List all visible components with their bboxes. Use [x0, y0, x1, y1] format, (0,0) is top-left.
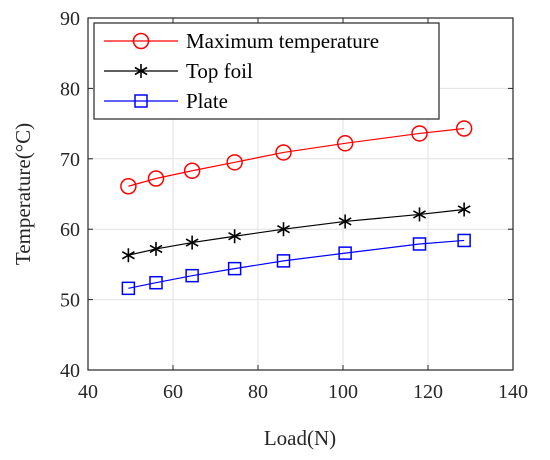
data-point: [228, 229, 242, 244]
data-point: [149, 275, 163, 290]
y-tick-label: 50: [60, 290, 80, 312]
data-point: [185, 235, 199, 250]
y-tick-label: 70: [60, 149, 80, 171]
legend-label: Plate: [186, 89, 228, 113]
series-layer: [120, 120, 473, 296]
data-point: [226, 154, 243, 171]
legend-marker: [132, 32, 150, 50]
y-tick-label: 80: [60, 78, 80, 100]
series-2: [121, 233, 471, 296]
data-point: [183, 162, 201, 180]
legend-label: Maximum temperature: [186, 29, 379, 53]
data-point: [457, 233, 471, 248]
legend-marker: [134, 64, 148, 78]
legend-item: Plate: [104, 89, 228, 113]
series-0: [120, 120, 473, 195]
data-point: [338, 214, 352, 229]
y-tick-label: 90: [60, 8, 80, 30]
data-point: [149, 241, 163, 256]
data-point: [120, 178, 137, 195]
data-point: [275, 144, 292, 161]
legend-marker: [134, 94, 148, 108]
legend-label: Top foil: [186, 59, 253, 83]
x-tick-label: 40: [78, 381, 98, 403]
x-tick-label: 60: [163, 381, 183, 403]
legend: Maximum temperature Top foil Plate: [93, 22, 440, 120]
x-axis-label: Load(N): [264, 426, 336, 450]
data-point: [455, 120, 473, 137]
data-point: [412, 237, 427, 251]
data-point: [185, 268, 199, 283]
x-tick-label: 120: [413, 381, 443, 403]
legend-item: Maximum temperature: [104, 29, 379, 53]
data-point: [338, 246, 352, 260]
y-tick-label: 40: [60, 360, 80, 382]
legend-item: Top foil: [104, 59, 253, 83]
x-tick-label: 100: [328, 381, 358, 403]
x-tick-label: 80: [248, 381, 268, 403]
data-point: [457, 202, 471, 217]
series-line: [128, 208, 465, 256]
data-point: [277, 222, 290, 237]
data-point: [121, 248, 135, 263]
x-tick-label: 140: [498, 381, 528, 403]
y-tick-label: 60: [60, 219, 80, 241]
data-point: [227, 261, 242, 276]
data-point: [147, 170, 165, 187]
plot-frame: [87, 17, 514, 371]
data-point: [413, 207, 426, 222]
ticks: 40 60 80 100 120 140 40 50 60 70 80 90: [60, 8, 528, 403]
series-line: [128, 127, 465, 187]
data-point: [411, 125, 428, 142]
data-point: [121, 281, 136, 296]
series-1: [121, 202, 471, 263]
y-axis-label: Temperature(°C): [11, 123, 35, 265]
data-point: [276, 254, 291, 268]
data-point: [336, 135, 354, 152]
